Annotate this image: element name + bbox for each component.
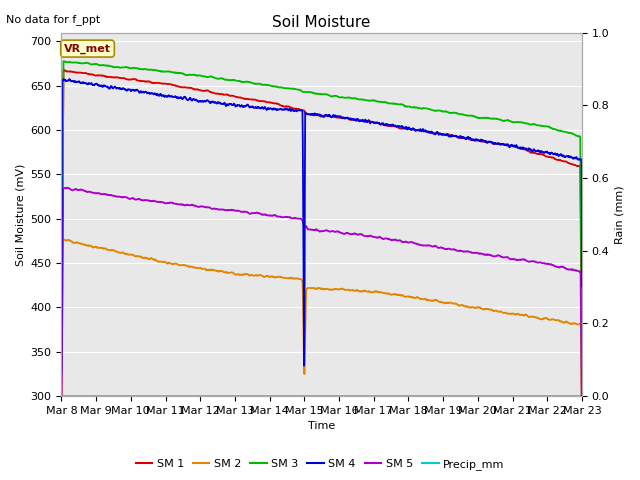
SM 3	[120, 65, 127, 71]
SM 1	[98, 72, 106, 78]
SM 3	[289, 86, 297, 92]
Precip_mm	[289, 393, 297, 399]
Precip_mm	[98, 393, 106, 399]
SM 5	[98, 191, 106, 197]
Text: VR_met: VR_met	[64, 44, 111, 54]
SM 2	[98, 245, 106, 251]
SM 4	[289, 108, 297, 114]
Precip_mm	[119, 393, 127, 399]
SM 1	[120, 75, 127, 81]
SM 4	[279, 107, 287, 112]
Precip_mm	[354, 393, 362, 399]
SM 5	[58, 422, 65, 428]
SM 2	[299, 288, 307, 293]
Precip_mm	[278, 393, 286, 399]
SM 3	[354, 96, 362, 102]
SM 4	[120, 85, 127, 91]
SM 3	[299, 89, 307, 95]
Title: Soil Moisture: Soil Moisture	[273, 15, 371, 30]
SM 1	[578, 370, 586, 375]
SM 2	[120, 250, 127, 255]
Precip_mm	[58, 393, 65, 399]
SM 2	[354, 288, 362, 293]
SM 2	[289, 276, 297, 281]
SM 4	[65, 76, 73, 82]
SM 1	[60, 67, 67, 72]
SM 5	[120, 194, 127, 200]
SM 1	[299, 108, 307, 113]
SM 2	[578, 449, 586, 455]
SM 1	[279, 103, 287, 108]
SM 5	[578, 425, 586, 431]
SM 4	[299, 134, 307, 140]
Line: SM 4: SM 4	[61, 79, 582, 372]
X-axis label: Time: Time	[308, 421, 335, 432]
SM 4	[58, 369, 65, 374]
SM 2	[58, 448, 65, 454]
Precip_mm	[578, 393, 586, 399]
SM 1	[289, 106, 297, 111]
SM 5	[289, 216, 297, 221]
SM 3	[60, 59, 68, 64]
SM 5	[299, 218, 307, 224]
Y-axis label: Soil Moisture (mV): Soil Moisture (mV)	[15, 163, 25, 265]
SM 4	[98, 84, 106, 89]
SM 5	[354, 232, 362, 238]
SM 5	[64, 185, 72, 191]
SM 1	[58, 363, 65, 369]
SM 3	[58, 359, 65, 365]
Line: SM 3: SM 3	[61, 61, 582, 362]
SM 4	[578, 283, 586, 289]
SM 2	[279, 275, 287, 281]
SM 3	[98, 62, 106, 68]
Line: SM 5: SM 5	[61, 188, 582, 428]
SM 3	[578, 353, 586, 359]
SM 1	[354, 118, 362, 123]
Precip_mm	[299, 393, 307, 399]
Text: No data for f_ppt: No data for f_ppt	[6, 14, 100, 25]
SM 3	[279, 85, 287, 91]
SM 2	[60, 237, 67, 242]
SM 5	[279, 214, 287, 220]
Legend: SM 1, SM 2, SM 3, SM 4, SM 5, Precip_mm: SM 1, SM 2, SM 3, SM 4, SM 5, Precip_mm	[131, 455, 509, 474]
SM 4	[354, 116, 362, 122]
Y-axis label: Rain (mm): Rain (mm)	[615, 185, 625, 244]
Line: SM 2: SM 2	[61, 240, 582, 452]
Line: SM 1: SM 1	[61, 70, 582, 372]
